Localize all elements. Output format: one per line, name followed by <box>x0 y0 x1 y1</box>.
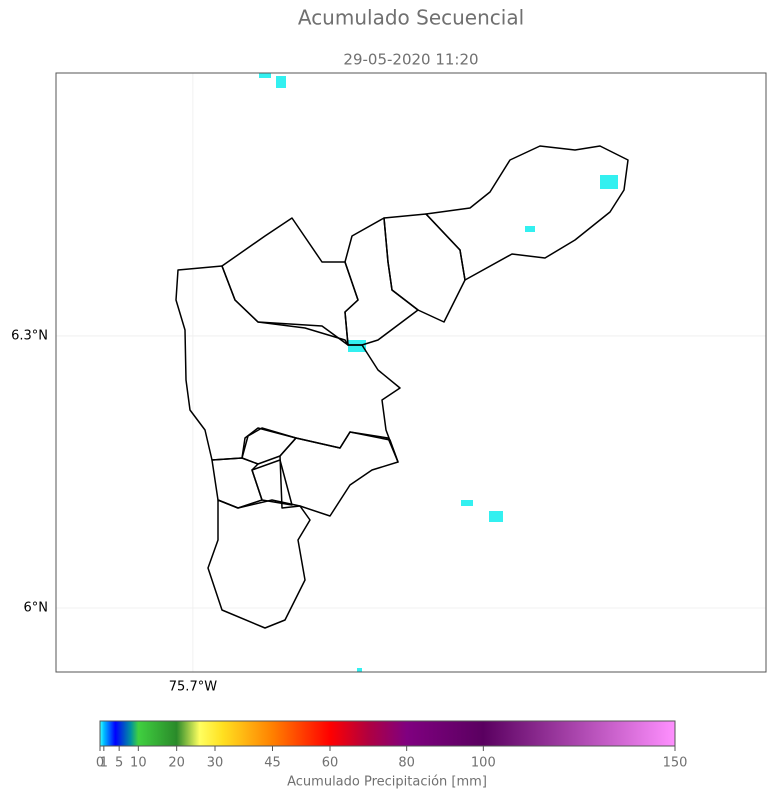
precipitation-patches <box>259 73 618 672</box>
colorbar-tick-label: 30 <box>207 756 224 771</box>
colorbar-tick-label: 45 <box>264 756 281 771</box>
colorbar-tick-label: 0 <box>96 756 104 771</box>
colorbar-tick-label: 10 <box>130 756 147 771</box>
x-tick-label: 75.7°W <box>169 680 217 695</box>
map-frame <box>55 72 767 673</box>
y-tick-label: 6°N <box>24 600 49 615</box>
colorbar-tick-label: 100 <box>471 756 496 771</box>
colorbar-tick-label: 5 <box>115 756 123 771</box>
municipality-boundaries <box>175 145 629 629</box>
colorbar-tick-label: 60 <box>322 756 339 771</box>
chart-subtitle: 29-05-2020 11:20 <box>343 51 478 69</box>
colorbar-label: Acumulado Precipitación [mm] <box>287 775 487 790</box>
colorbar-tick-label: 1 <box>100 756 108 771</box>
colorbar-tick-label: 150 <box>663 756 688 771</box>
chart-title: Acumulado Secuencial <box>298 6 524 30</box>
colorbar-tick-label: 80 <box>398 756 415 771</box>
colorbar-tick-label: 20 <box>168 756 185 771</box>
y-tick-label: 6.3°N <box>11 328 48 343</box>
colorbar <box>99 720 676 747</box>
